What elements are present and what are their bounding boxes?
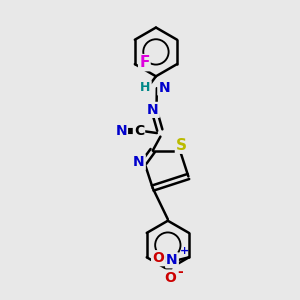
Text: H: H (140, 81, 151, 94)
Text: -: - (177, 265, 183, 279)
Text: F: F (139, 55, 149, 70)
Text: O: O (165, 271, 176, 284)
Text: N: N (158, 81, 170, 94)
Text: +: + (179, 246, 189, 256)
Text: N: N (116, 124, 127, 138)
Text: O: O (152, 251, 164, 265)
Text: N: N (147, 103, 159, 117)
Text: C: C (134, 124, 144, 138)
Text: S: S (176, 138, 187, 153)
Text: N: N (166, 253, 178, 267)
Text: N: N (133, 155, 145, 169)
